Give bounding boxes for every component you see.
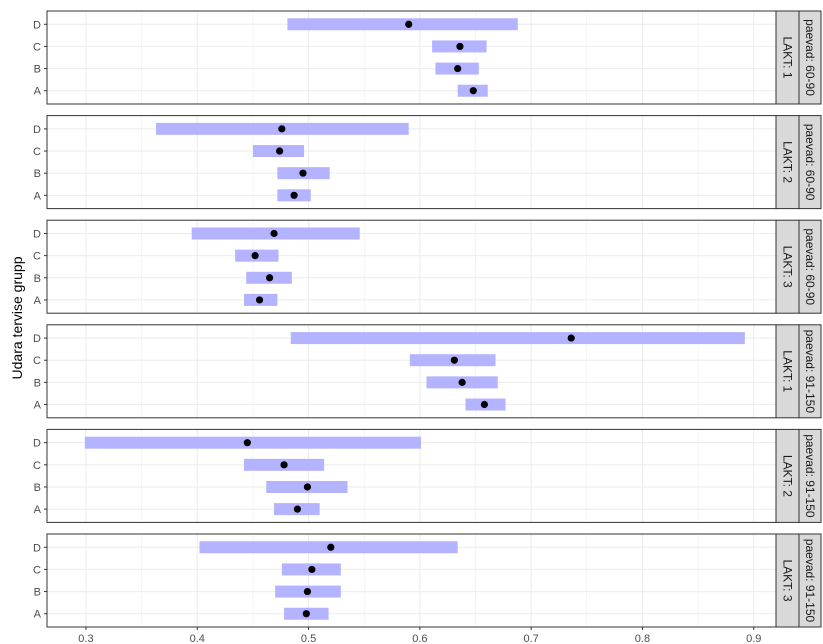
strip-paevad bbox=[798, 533, 822, 628]
x-tick-label: 0.5 bbox=[301, 633, 316, 644]
y-tick-label: D bbox=[33, 124, 41, 136]
estimate-point bbox=[302, 610, 310, 618]
estimate-point bbox=[454, 64, 462, 73]
y-tick-label: C bbox=[33, 564, 41, 576]
estimate-point bbox=[293, 505, 302, 513]
panel-background bbox=[47, 220, 776, 314]
y-tick-label: A bbox=[34, 400, 42, 412]
strip-paevad-label: paevad: 91-150 bbox=[803, 330, 817, 414]
estimate-point bbox=[299, 169, 307, 177]
y-tick-label: C bbox=[33, 460, 41, 472]
y-tick-label: D bbox=[33, 438, 41, 450]
x-tick-label: 0.8 bbox=[635, 633, 650, 644]
estimate-point bbox=[567, 334, 575, 342]
estimate-point bbox=[276, 147, 284, 155]
estimate-point bbox=[458, 378, 466, 386]
estimate-point bbox=[303, 587, 312, 596]
strip-paevad bbox=[798, 428, 822, 523]
estimate-point bbox=[243, 439, 251, 447]
estimate-point bbox=[265, 274, 274, 282]
x-tick-label: 0.9 bbox=[746, 633, 761, 644]
strip-lakt-label: LAKT: 2 bbox=[781, 455, 795, 497]
strip-paevad-label: paevad: 60-90 bbox=[803, 228, 817, 305]
strip-lakt-label: LAKT: 1 bbox=[781, 36, 795, 78]
y-tick-label: B bbox=[34, 168, 41, 180]
strip-lakt-label: LAKT: 3 bbox=[781, 559, 795, 601]
interval-bar bbox=[84, 436, 421, 449]
y-tick-label: C bbox=[33, 355, 41, 367]
estimate-point bbox=[255, 296, 264, 304]
y-tick-label: B bbox=[34, 587, 41, 599]
y-axis-title: Udara tervise grupp bbox=[9, 256, 25, 379]
interval-bar bbox=[287, 18, 518, 31]
strip-paevad-label: paevad: 60-90 bbox=[803, 19, 817, 96]
y-tick-label: A bbox=[34, 86, 42, 98]
estimate-point bbox=[308, 565, 316, 574]
x-tick-label: 0.7 bbox=[523, 633, 538, 644]
strip-lakt-label: LAKT: 3 bbox=[781, 246, 795, 288]
strip-paevad-label: paevad: 60-90 bbox=[803, 124, 817, 201]
y-tick-label: D bbox=[33, 542, 41, 554]
strip-paevad bbox=[798, 115, 822, 210]
strip-lakt-label: LAKT: 1 bbox=[781, 350, 795, 392]
estimate-point bbox=[456, 42, 464, 51]
y-tick-label: C bbox=[33, 146, 41, 158]
y-tick-label: A bbox=[34, 609, 42, 621]
strip-lakt-label: LAKT: 2 bbox=[781, 141, 795, 183]
estimate-point bbox=[290, 191, 298, 199]
estimate-point bbox=[327, 543, 335, 551]
interval-bar bbox=[290, 332, 745, 345]
estimate-point bbox=[469, 87, 477, 95]
estimate-point bbox=[280, 461, 288, 469]
estimate-point bbox=[278, 125, 286, 133]
x-tick-label: 0.4 bbox=[190, 633, 205, 644]
y-tick-label: D bbox=[33, 228, 41, 240]
y-tick-label: B bbox=[34, 273, 41, 285]
y-tick-label: A bbox=[34, 504, 42, 516]
estimate-point bbox=[303, 483, 312, 491]
y-tick-label: B bbox=[34, 482, 41, 494]
y-tick-label: B bbox=[34, 64, 41, 76]
x-tick-label: 0.6 bbox=[412, 633, 427, 644]
estimate-point bbox=[480, 400, 488, 409]
strip-paevad-label: paevad: 91-150 bbox=[803, 434, 817, 518]
estimate-point bbox=[450, 356, 458, 364]
y-tick-label: C bbox=[33, 251, 41, 263]
y-tick-label: D bbox=[33, 19, 41, 31]
estimate-point bbox=[405, 20, 413, 28]
y-tick-label: A bbox=[34, 295, 42, 307]
strip-paevad bbox=[798, 10, 822, 105]
estimate-point bbox=[251, 252, 259, 260]
strip-paevad-label: paevad: 91-150 bbox=[803, 539, 817, 623]
y-tick-label: D bbox=[33, 333, 41, 345]
y-tick-label: A bbox=[34, 190, 42, 202]
x-tick-label: 0.3 bbox=[78, 633, 93, 644]
estimate-point bbox=[270, 229, 278, 238]
y-tick-label: B bbox=[34, 377, 41, 389]
strip-paevad bbox=[798, 324, 822, 419]
strip-paevad bbox=[798, 219, 822, 314]
y-tick-label: C bbox=[33, 41, 41, 53]
